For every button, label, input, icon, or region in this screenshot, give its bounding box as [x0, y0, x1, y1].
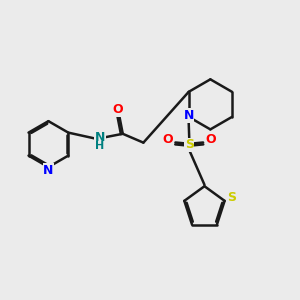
Text: O: O: [112, 103, 123, 116]
Text: S: S: [185, 138, 194, 151]
Text: O: O: [163, 133, 173, 146]
Text: N: N: [43, 164, 54, 177]
Text: S: S: [227, 191, 236, 204]
Text: H: H: [95, 141, 105, 151]
Text: N: N: [95, 131, 105, 144]
Text: N: N: [184, 109, 194, 122]
Text: O: O: [205, 133, 216, 146]
